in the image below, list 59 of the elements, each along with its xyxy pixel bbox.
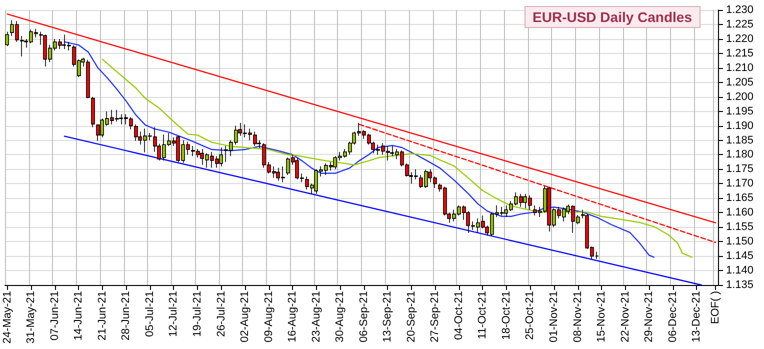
y-tick-label: 1.190	[726, 120, 754, 132]
x-tick-label: 31-May-21	[25, 291, 38, 344]
x-tick-label: 27-Sep-21	[429, 291, 442, 342]
y-tick-label: 1.165	[726, 192, 754, 204]
candlestick	[20, 36, 24, 57]
x-tick-label: 02-Aug-21	[239, 291, 252, 342]
x-tick-label: 28-Jun-21	[120, 291, 132, 341]
y-tick-label: 1.170	[726, 178, 754, 190]
y-tick-label: 1.140	[726, 264, 754, 277]
x-tick-label: 23-Aug-21	[310, 291, 322, 342]
x-tick-label: 05-Jul-21	[144, 291, 156, 337]
x-tick-label: 20-Sep-21	[405, 291, 418, 342]
x-tick-label: 16-Aug-21	[286, 291, 299, 342]
x-tick-label: 12-Jul-21	[168, 291, 180, 337]
x-tick-label: 13-Sep-21	[382, 291, 394, 342]
y-tick-label: 1.150	[726, 236, 754, 248]
x-tick-label: EOF( )	[710, 291, 722, 324]
x-tick-label: 30-Aug-21	[334, 291, 346, 342]
y-tick-label: 1.220	[726, 32, 754, 45]
candlestick	[134, 124, 138, 142]
x-tick-label: 14-Jun-21	[72, 291, 85, 341]
x-tick-label: 09-Aug-21	[262, 291, 275, 342]
line-series	[64, 41, 654, 258]
y-tick-label: 1.200	[726, 90, 754, 103]
x-tick-label: 07-Jun-21	[48, 291, 61, 341]
candlestick	[5, 31, 9, 47]
candlestick	[219, 147, 223, 167]
x-tick-label: 21-Jun-21	[96, 291, 108, 341]
x-tick-label: 11-Oct-21	[476, 291, 489, 340]
x-tick-label: 18-Oct-21	[500, 291, 512, 340]
x-tick-label: 22-Nov-21	[619, 291, 632, 342]
y-tick-label: 1.195	[726, 105, 754, 118]
line-series	[102, 58, 692, 258]
y-tick-label: 1.135	[726, 279, 754, 291]
y-tick-label: 1.225	[726, 18, 754, 30]
x-tick-label: 06-Sep-21	[358, 291, 370, 342]
x-tick-label: 08-Nov-21	[572, 291, 584, 342]
candlestick	[91, 96, 95, 128]
x-tick-label: 26-Jul-21	[215, 291, 228, 337]
x-tick-label: 04-Oct-21	[452, 291, 465, 340]
x-tick-label: 25-Oct-21	[524, 291, 536, 340]
x-tick-label: 29-Nov-21	[643, 291, 656, 342]
y-tick-label: 1.210	[726, 62, 754, 74]
y-tick-label: 1.185	[726, 134, 754, 146]
x-tick-label: 06-Dec-21	[666, 291, 679, 342]
y-tick-label: 1.180	[726, 148, 754, 161]
x-tick-label: 01-Nov-21	[548, 291, 560, 342]
x-tick-label: 24-May-21	[1, 291, 14, 344]
y-tick-label: 1.160	[726, 206, 754, 219]
x-tick-label: 13-Dec-21	[690, 291, 703, 342]
x-tick-label: 19-Jul-21	[192, 291, 204, 337]
chart-title: EUR-USD Daily Candles	[532, 9, 692, 25]
y-tick-label: 1.145	[726, 250, 754, 262]
y-tick-label: 1.205	[726, 76, 754, 88]
y-tick-label: 1.175	[726, 163, 754, 176]
y-tick-label: 1.155	[726, 221, 754, 234]
y-tick-label: 1.230	[726, 4, 754, 16]
y-tick-label: 1.215	[726, 47, 754, 60]
x-tick-label: 15-Nov-21	[596, 291, 608, 342]
